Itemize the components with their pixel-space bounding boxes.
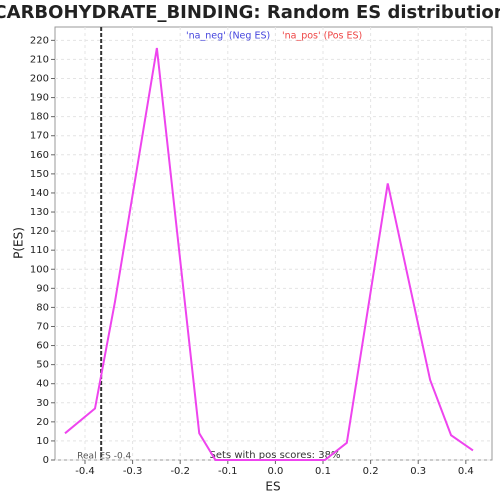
chart-title: CARBOHYDRATE_BINDING: Random ES distribu… [0,2,500,23]
real-es-label: Real ES -0.4 [77,452,131,462]
es-line [64,47,474,461]
y-tick-label: 120 [30,226,49,237]
y-tick-label: 110 [30,245,49,256]
x-tick-label: 0.4 [458,466,474,477]
x-tick-label: 0.1 [315,466,331,477]
y-tick-label: 130 [30,207,49,218]
y-tick-label: 200 [30,74,49,85]
y-tick-label: 30 [36,398,49,409]
y-axis-label: P(ES) [12,227,26,259]
x-tick-label: -0.2 [170,466,190,477]
y-tick-label: 170 [30,131,49,142]
x-tick-label: 0.2 [363,466,379,477]
y-tick-label: 90 [36,283,49,294]
y-tick-label: 80 [36,302,49,313]
y-tick-label: 210 [30,54,49,65]
legend-entry: 'na_neg' (Neg ES) [186,31,270,42]
legend-entry: 'na_pos' (Pos ES) [282,31,362,42]
y-tick-label: 10 [36,436,49,447]
x-tick-label: -0.3 [123,466,143,477]
y-tick-label: 60 [36,341,49,352]
x-axis-label: ES [265,480,280,494]
y-tick-label: 40 [36,379,49,390]
x-tick-label: -0.1 [218,466,238,477]
plot-area [54,26,493,461]
y-tick-label: 0 [43,455,49,466]
pos-scores-label: Sets with pos scores: 38% [210,450,341,461]
y-tick-label: 180 [30,112,49,123]
y-tick-label: 220 [30,35,49,46]
y-tick-label: 100 [30,264,49,275]
y-tick-label: 20 [36,417,49,428]
y-tick-label: 70 [36,321,49,332]
x-tick-label: 0.0 [267,466,283,477]
x-tick-label: -0.4 [75,466,95,477]
x-tick-label: 0.3 [410,466,426,477]
y-tick-label: 190 [30,93,49,104]
y-tick-label: 50 [36,360,49,371]
y-tick-label: 160 [30,150,49,161]
y-tick-label: 140 [30,188,49,199]
y-tick-label: 150 [30,169,49,180]
